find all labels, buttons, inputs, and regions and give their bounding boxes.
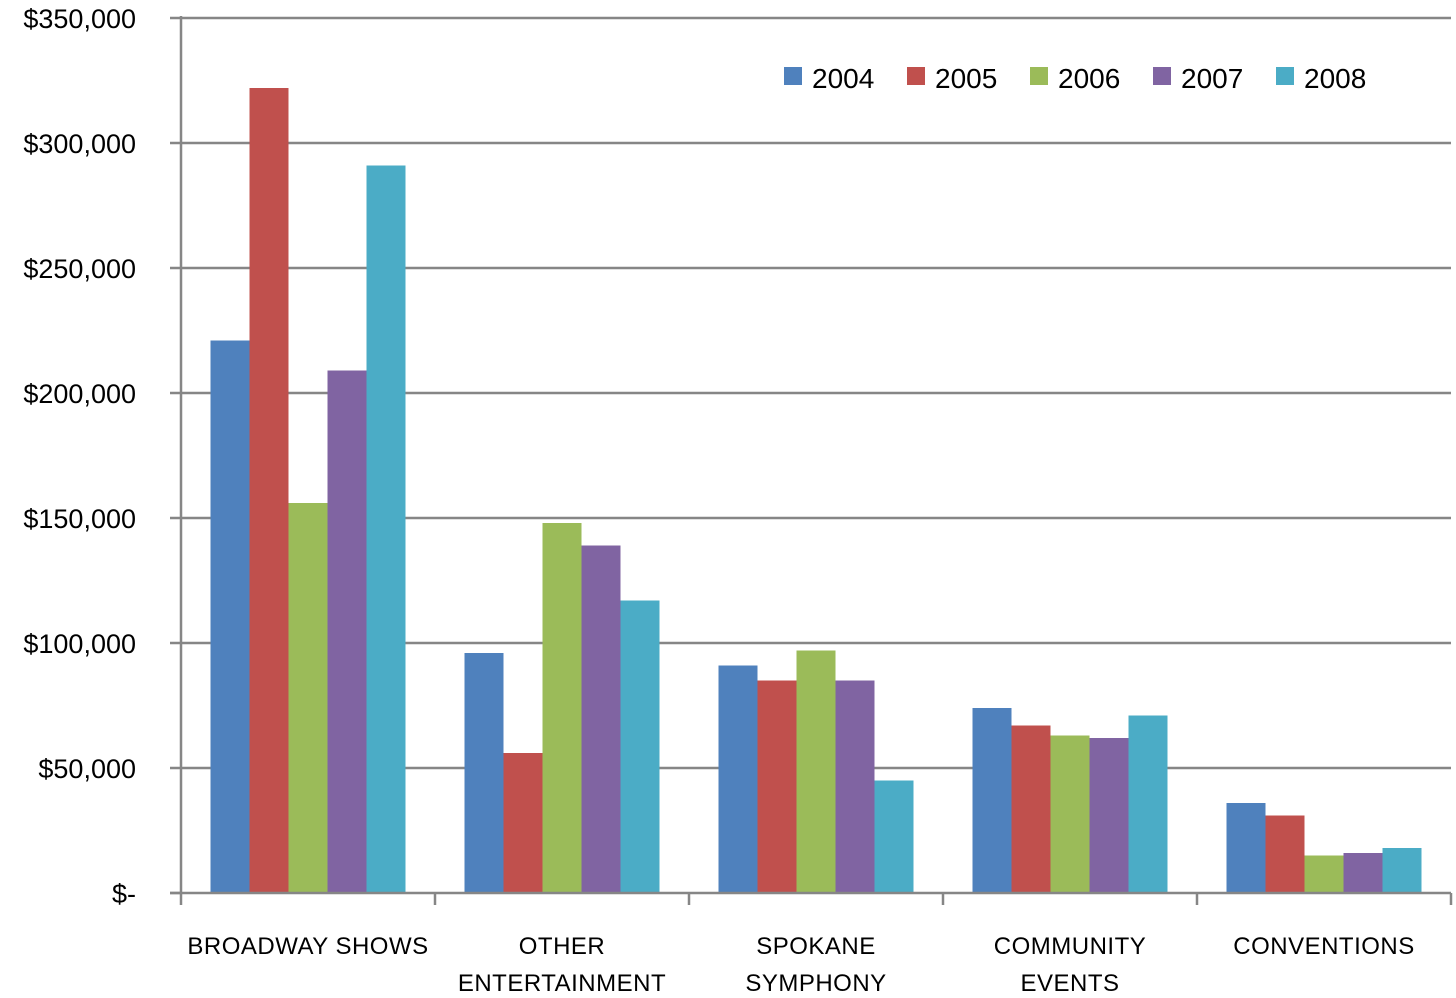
bar-2004-3 (972, 708, 1012, 893)
legend-label-2007: 2007 (1181, 63, 1243, 94)
legend-swatch-2008 (1276, 67, 1294, 85)
bar-2008-2 (874, 780, 914, 893)
bar-2006-4 (1304, 855, 1344, 893)
bar-2005-0 (249, 88, 289, 893)
bar-2007-2 (835, 680, 875, 893)
y-axis-ticks: $- $50,000 $100,000 $150,000 $200,000 $250,00… (23, 4, 136, 909)
bar-2004-1 (464, 653, 504, 893)
bar-2007-3 (1089, 738, 1129, 893)
axes (170, 16, 1453, 905)
legend-label-2005: 2005 (935, 63, 997, 94)
bar-2008-4 (1382, 848, 1422, 893)
y-tick-label: $200,000 (23, 379, 136, 409)
y-tick-label: $250,000 (23, 254, 136, 284)
bar-2008-1 (620, 600, 660, 893)
bar-2004-4 (1226, 803, 1266, 893)
bar-2008-3 (1128, 715, 1168, 893)
x-category-label: OTHER ENTERTAINMENT (458, 933, 666, 997)
x-axis-categories: BROADWAY SHOWS OTHER ENTERTAINMENT SPOKANE S… (187, 933, 1414, 997)
legend-swatch-2004 (784, 67, 802, 85)
bar-2005-1 (503, 753, 543, 893)
x-category-label: COMMUNITY EVENTS (994, 933, 1146, 997)
bar-2005-3 (1011, 725, 1051, 893)
bar-2005-2 (757, 680, 797, 893)
bar-2007-1 (581, 545, 621, 893)
x-category-label: BROADWAY SHOWS (187, 933, 428, 960)
bar-2006-0 (288, 503, 328, 893)
y-tick-label: $150,000 (23, 504, 136, 534)
bar-2004-0 (210, 340, 250, 893)
bar-2005-4 (1265, 815, 1305, 893)
y-tick-label: $- (112, 879, 136, 909)
y-tick-label: $300,000 (23, 129, 136, 159)
y-tick-label: $350,000 (23, 4, 136, 34)
legend-label-2006: 2006 (1058, 63, 1120, 94)
legend-swatch-2007 (1153, 67, 1171, 85)
y-tick-label: $100,000 (23, 629, 136, 659)
x-category-label: CONVENTIONS (1233, 933, 1415, 960)
legend-swatch-2006 (1030, 67, 1048, 85)
bars (210, 88, 1422, 893)
bar-2006-2 (796, 650, 836, 893)
legend-label-2008: 2008 (1304, 63, 1366, 94)
legend-label-2004: 2004 (812, 63, 874, 94)
bar-2007-0 (327, 370, 367, 893)
y-tick-label: $50,000 (38, 754, 136, 784)
bar-2008-0 (366, 165, 406, 893)
x-category-label: SPOKANE SYMPHONY (745, 933, 886, 997)
bar-2006-3 (1050, 735, 1090, 893)
legend-swatch-2005 (907, 67, 925, 85)
bar-2007-4 (1343, 853, 1383, 893)
bar-2004-2 (718, 665, 758, 893)
legend: 2004 2005 2006 2007 2008 (784, 63, 1366, 94)
bar-2006-1 (542, 523, 582, 893)
